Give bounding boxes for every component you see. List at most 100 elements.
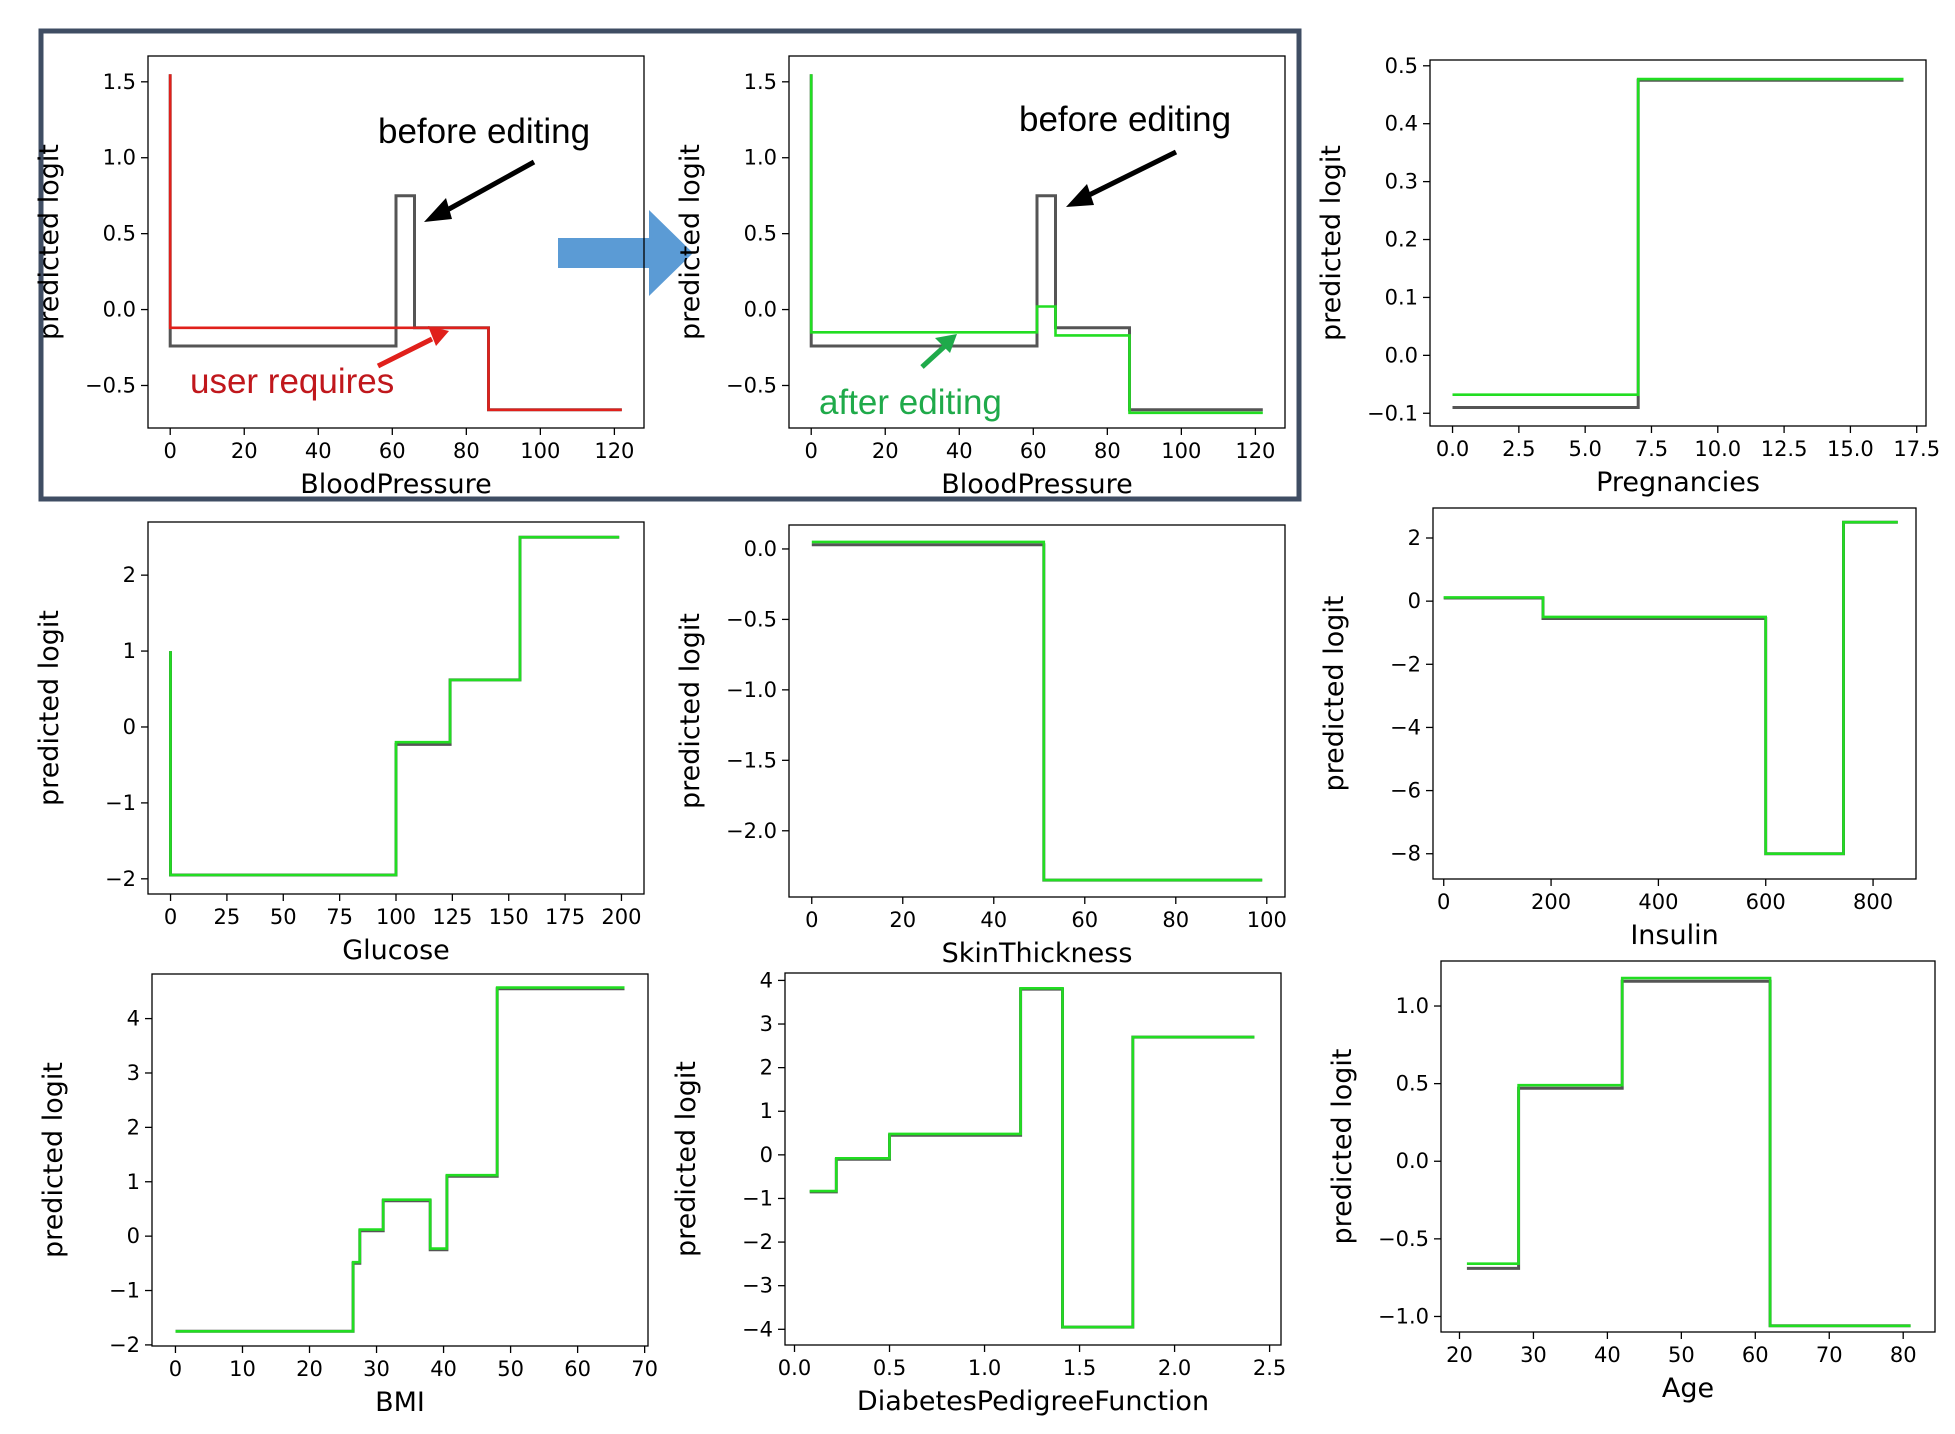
y-tick-label: −0.5 [726,607,777,631]
y-axis-label: predicted logit [671,1061,702,1257]
y-tick-label: 1.0 [103,146,136,170]
axes-frame [788,55,1286,429]
x-tick-label: 600 [1746,890,1786,914]
x-tick-label: 125 [432,905,472,929]
y-tick-label: 3 [127,1061,140,1085]
axes-frame [1429,59,1927,427]
y-tick-label: 0.5 [744,222,777,246]
x-tick-label: 20 [231,439,258,463]
y-axis-label: predicted logit [1327,1049,1358,1245]
x-tick-label: 40 [1594,1343,1621,1367]
y-tick-label: 0.0 [744,298,777,322]
x-tick-label: 50 [497,1357,524,1381]
x-tick-label: 10 [229,1357,256,1381]
x-tick-label: 200 [601,905,641,929]
y-axis-label: predicted logit [675,613,706,809]
subplot-skinthickness: 0 20 40 60 80 100 −2.0 −1.5 −1.0 −0.5 0.0 SkinThick… [675,524,1287,969]
series-line-original [811,543,1263,882]
series-line-edited [809,986,1255,1329]
x-tick-label: 60 [564,1357,591,1381]
x-tick-label: 1.0 [968,1356,1001,1380]
y-tick-label: −1.0 [1378,1304,1429,1328]
y-tick-label: 1.0 [1396,994,1429,1018]
x-tick-label: 100 [376,905,416,929]
y-axis-label: predicted logit [1319,596,1350,792]
y-tick-label: 0.3 [1385,170,1418,194]
x-tick-label: 2.5 [1502,437,1535,461]
y-tick-label: 0.0 [1396,1149,1429,1173]
x-tick-label: 0 [164,905,177,929]
series-line-edited [175,986,625,1333]
x-tick-label: 30 [363,1357,390,1381]
x-tick-label: 50 [270,905,297,929]
subplot-age: 20 30 40 50 60 70 80 −1.0 −0.5 0.0 0.5 1.0 Age predic… [1327,960,1936,1404]
y-tick-label: 0.5 [1396,1072,1429,1096]
x-tick-label: 100 [1247,908,1287,932]
x-tick-label: 0 [805,908,818,932]
arrow-after-editing [920,344,947,369]
y-tick-label: 0.0 [103,298,136,322]
y-tick-label: 0 [127,1224,140,1248]
x-tick-label: 40 [305,439,332,463]
x-tick-label: 20 [889,908,916,932]
subplot-bmi: 0 10 20 30 40 50 60 70 −2 −1 0 1 2 3 4 BMI predicted log… [38,973,658,1418]
x-tick-label: 400 [1638,890,1678,914]
y-tick-label: 1 [760,1099,773,1123]
y-tick-label: 2 [1408,526,1421,550]
subplot-insulin: 0 200 400 600 800 −8 −6 −4 −2 0 2 Insulin predicted … [1319,507,1917,951]
y-tick-label: −8 [1390,842,1421,866]
x-tick-label: 20 [1446,1343,1473,1367]
arrow-before-editing-2 [1079,149,1178,202]
x-tick-label: 50 [1668,1343,1695,1367]
x-tick-label: 7.5 [1635,437,1668,461]
series-line-original [175,987,625,1333]
x-tick-label: 10.0 [1694,437,1741,461]
y-tick-label: −2 [1390,652,1421,676]
y-tick-label: 1.5 [744,70,777,94]
y-axis-label: predicted logit [34,610,65,806]
y-tick-label: −1 [105,791,136,815]
x-tick-label: 60 [1020,439,1047,463]
x-axis-label: Age [1662,1373,1714,1404]
x-tick-label: 0.5 [873,1356,906,1380]
annotation-before-editing-2: before editing [1019,100,1231,139]
y-tick-label: −1.0 [726,678,777,702]
y-tick-label: 2 [127,1115,140,1139]
x-tick-label: 120 [594,439,634,463]
x-axis-label: BMI [375,1387,425,1418]
series-line-edited [1443,520,1898,856]
y-tick-label: 0 [1408,589,1421,613]
axes-frame [1432,507,1917,880]
x-tick-label: 0.0 [1436,437,1469,461]
arrow-right-icon [558,210,693,296]
subplot-bloodpressure: 0 20 40 60 80 100 120 −0.5 0.0 0.5 1.0 1.5 BloodPres… [34,55,645,500]
x-tick-label: 150 [489,905,529,929]
y-tick-label: −4 [742,1317,773,1341]
x-tick-label: 5.0 [1568,437,1601,461]
y-tick-label: 0.2 [1385,228,1418,252]
x-axis-label: Glucose [342,935,450,966]
x-tick-label: 15.0 [1827,437,1874,461]
y-tick-label: −0.5 [726,373,777,397]
x-tick-label: 30 [1520,1343,1547,1367]
series-line-edited [1466,976,1911,1328]
x-tick-label: 40 [430,1357,457,1381]
y-tick-label: 3 [760,1012,773,1036]
axes-frame [1440,960,1936,1333]
x-tick-label: 0.0 [778,1356,811,1380]
y-tick-label: 1.0 [744,146,777,170]
y-axis-label: predicted logit [34,144,65,340]
y-tick-label: 0 [123,715,136,739]
x-tick-label: 70 [631,1357,658,1381]
arrow-user-requires [376,336,434,369]
y-tick-label: 2 [123,563,136,587]
series-line-edited [169,535,620,877]
x-axis-label: Pregnancies [1596,467,1760,498]
series-line-edited [811,540,1263,882]
annotation-before-editing-1: before editing [378,112,590,151]
y-tick-label: 2 [760,1056,773,1080]
x-axis-label: SkinThickness [942,938,1133,969]
arrowhead-user-requires [428,326,449,346]
y-tick-label: −2 [109,1333,140,1357]
